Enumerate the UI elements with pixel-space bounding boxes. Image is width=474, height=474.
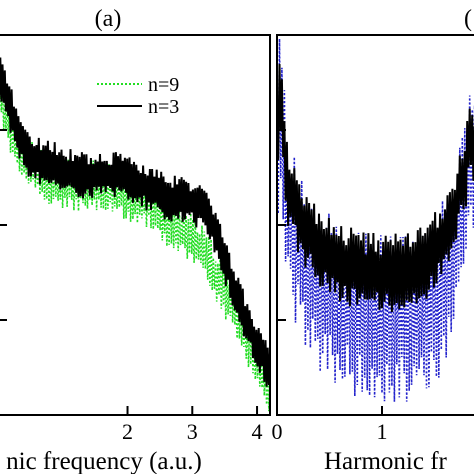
x-tick-label: 1 <box>377 419 388 444</box>
panel-a: 2 3 4 (a) nic frequency (a.u.) n=9 n=3 <box>0 6 271 474</box>
x-tick-label: 3 <box>187 419 198 444</box>
panel-a-legend: n=9 n=3 <box>97 74 179 118</box>
series-n9-line <box>0 79 271 412</box>
x-tick-label: 4 <box>252 419 263 444</box>
panel-b-series-group <box>276 38 474 402</box>
series-1-line <box>276 63 474 313</box>
legend-n9-label: n=9 <box>148 74 179 96</box>
panel-a-xlabel: nic frequency (a.u.) <box>6 448 202 474</box>
x-tick-label: 2 <box>122 419 133 444</box>
panel-a-axes-frame <box>0 34 271 416</box>
panel-a-label: (a) <box>95 6 122 32</box>
panel-b-label: ( <box>464 6 472 32</box>
panel-a-series-group <box>0 57 271 412</box>
series-n3-line <box>0 57 271 387</box>
legend-n3-label: n=3 <box>148 96 179 118</box>
x-tick-label: 0 <box>272 419 283 444</box>
panel-b-xlabel: Harmonic fr <box>324 448 448 474</box>
panel-a-ticks: 2 3 4 <box>0 129 263 444</box>
